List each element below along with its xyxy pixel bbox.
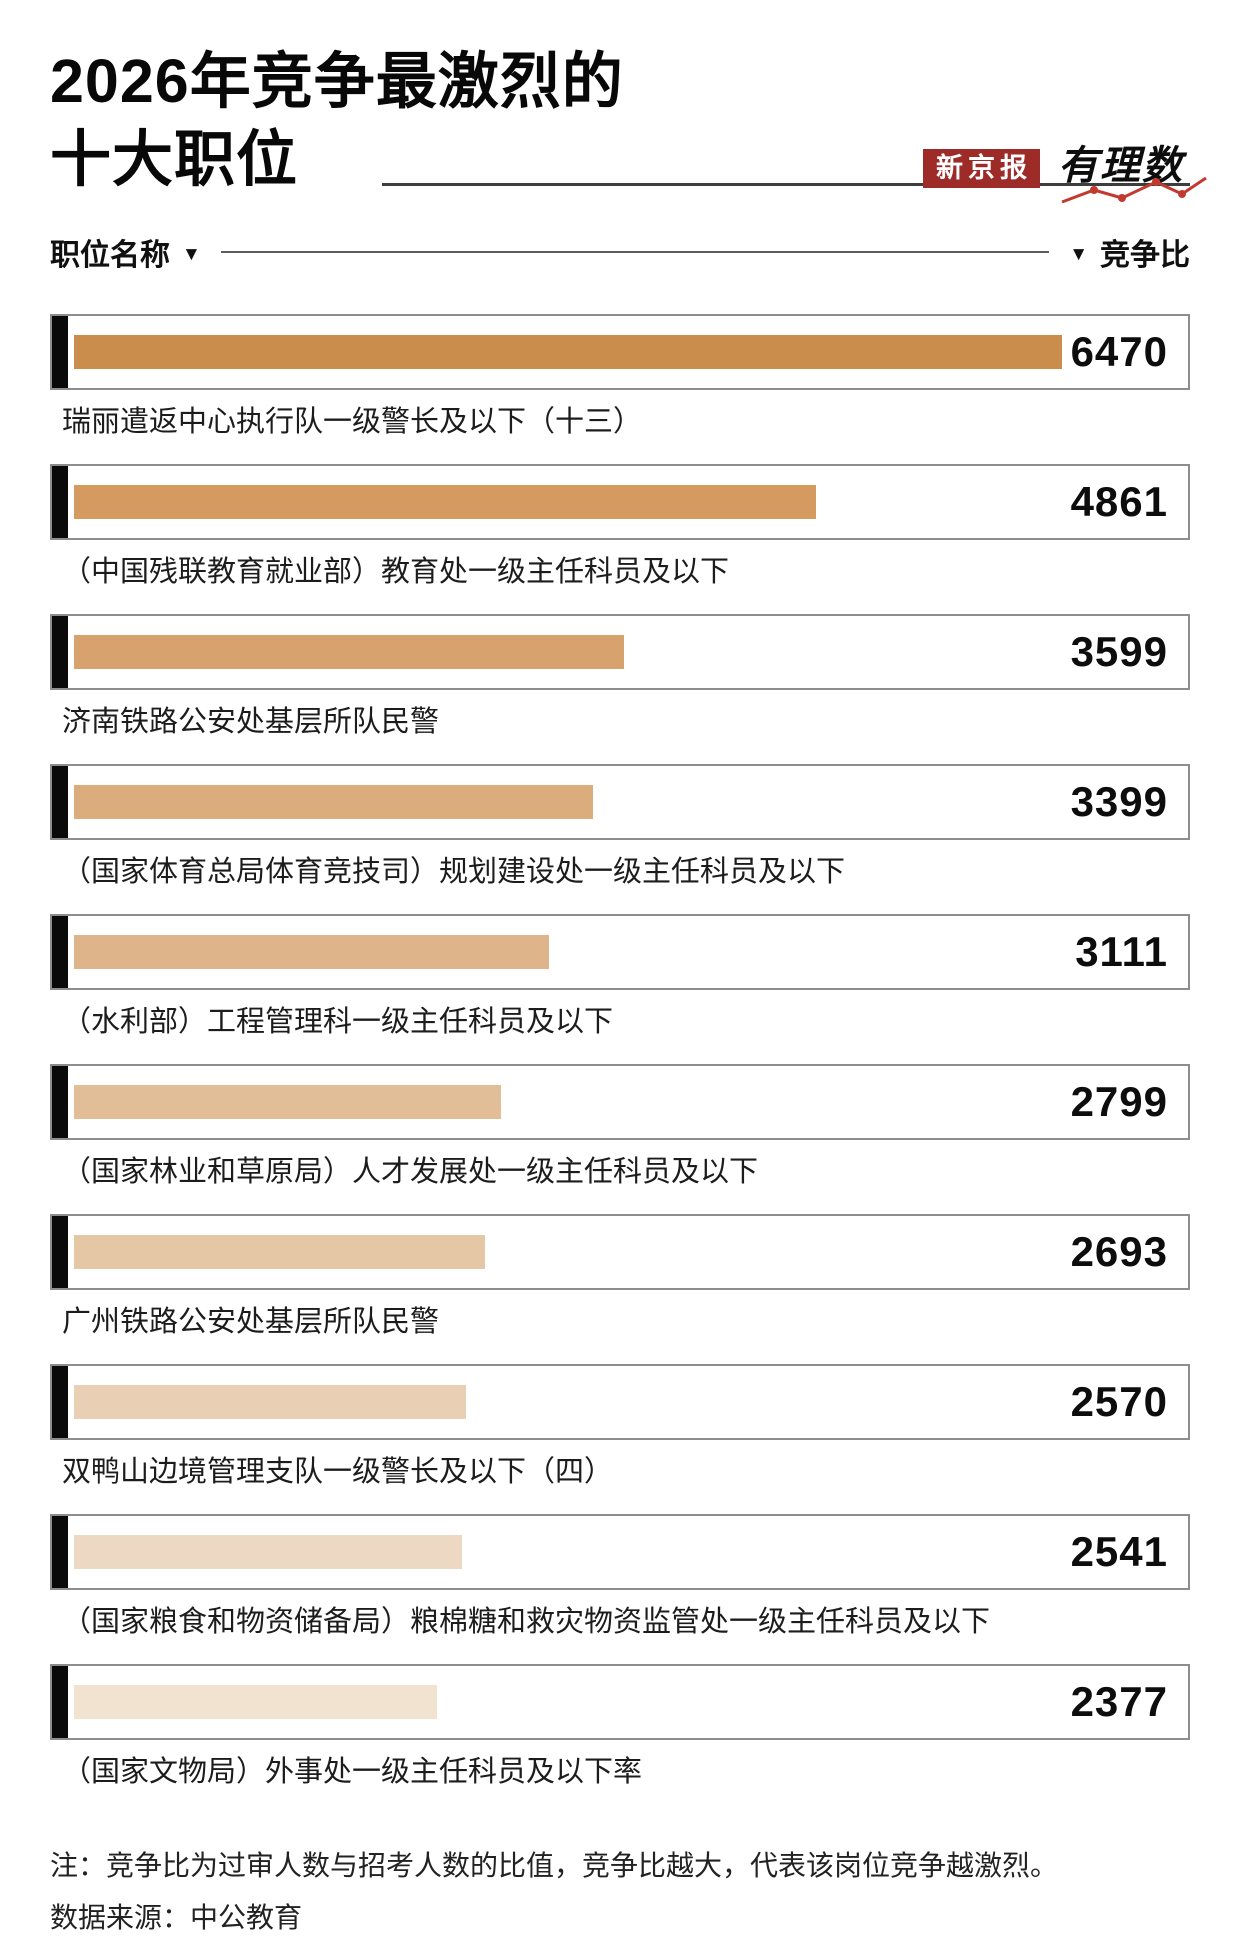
row-marker: [52, 766, 68, 838]
bar: [74, 485, 816, 519]
bar-row: 2693 广州铁路公安处基层所队民警: [50, 1214, 1190, 1342]
bar-label: 瑞丽遣返中心执行队一级警长及以下（十三）: [62, 406, 643, 438]
page-title-line1: 2026年竞争最激烈的: [50, 47, 624, 115]
column-logo-text: 有理数: [1058, 144, 1184, 188]
rows: 6470 瑞丽遣返中心执行队一级警长及以下（十三） 4861 （中国残联教育就业…: [50, 314, 1190, 1792]
bar-track: 2541: [50, 1514, 1190, 1590]
bar-track: 2799: [50, 1064, 1190, 1140]
title-underline: [382, 183, 1190, 186]
bar-value: 6470: [1070, 328, 1168, 375]
column-header-right: 竞争比: [1100, 239, 1190, 272]
bar: [74, 635, 624, 669]
row-marker: [52, 1216, 68, 1288]
footer-notes: 注：竞争比为过审人数与招考人数的比值，竞争比越大，代表该岗位竞争越激烈。 数据来…: [50, 1840, 1190, 1944]
bar-label: （国家粮食和物资储备局）粮棉糖和救灾物资监管处一级主任科员及以下: [62, 1606, 991, 1638]
bar: [74, 335, 1062, 369]
newspaper-logo: 新京报: [923, 148, 1040, 188]
bar-label: （国家文物局）外事处一级主任科员及以下率: [62, 1756, 643, 1788]
bar-track: 4861: [50, 464, 1190, 540]
row-marker: [52, 1366, 68, 1438]
bar-value: 2693: [1070, 1228, 1168, 1275]
bar: [74, 785, 593, 819]
bar-label: 广州铁路公安处基层所队民警: [62, 1306, 440, 1338]
bar: [74, 1685, 437, 1719]
bar-label: 双鸭山边境管理支队一级警长及以下（四）: [62, 1456, 614, 1488]
bar-row: 2377 （国家文物局）外事处一级主任科员及以下率: [50, 1664, 1190, 1792]
bar-value: 2541: [1070, 1528, 1168, 1575]
bar-track: 2693: [50, 1214, 1190, 1290]
bar-track: 3111: [50, 914, 1190, 990]
row-marker: [52, 1516, 68, 1588]
header-divider-line: [220, 251, 1050, 253]
row-marker: [52, 916, 68, 988]
sort-down-icon: ▼: [1069, 243, 1088, 265]
bar-row: 3599 济南铁路公安处基层所队民警: [50, 614, 1190, 742]
bar-row: 2541 （国家粮食和物资储备局）粮棉糖和救灾物资监管处一级主任科员及以下: [50, 1514, 1190, 1642]
bar-track: 2377: [50, 1664, 1190, 1740]
bar-label: （中国残联教育就业部）教育处一级主任科员及以下: [62, 556, 730, 588]
bar-row: 3399 （国家体育总局体育竞技司）规划建设处一级主任科员及以下: [50, 764, 1190, 892]
bar-track: 6470: [50, 314, 1190, 390]
bar-value: 4861: [1070, 478, 1168, 525]
row-marker: [52, 1066, 68, 1138]
bar-label: 济南铁路公安处基层所队民警: [62, 706, 440, 738]
bar-value: 3599: [1070, 628, 1168, 675]
column-header-row: 职位名称 ▼ ▼ 竞争比: [50, 230, 1190, 274]
bar-value: 2570: [1070, 1378, 1168, 1425]
bar-track: 3399: [50, 764, 1190, 840]
bar-label: （国家体育总局体育竞技司）规划建设处一级主任科员及以下: [62, 856, 846, 888]
bar-track: 3599: [50, 614, 1190, 690]
bar: [74, 1085, 501, 1119]
row-marker: [52, 616, 68, 688]
bar-row: 6470 瑞丽遣返中心执行队一级警长及以下（十三）: [50, 314, 1190, 442]
bar: [74, 1385, 466, 1419]
bar: [74, 1535, 462, 1569]
bar-track: 2570: [50, 1364, 1190, 1440]
sort-down-icon: ▼: [182, 243, 201, 265]
bar-value: 3111: [1075, 928, 1168, 975]
row-marker: [52, 316, 68, 388]
line-chart-icon: [1061, 176, 1207, 204]
brand-logos: 新京报 有理数: [923, 142, 1207, 204]
bar-label: （水利部）工程管理科一级主任科员及以下: [62, 1006, 614, 1038]
header: 2026年竞争最激烈的 十大职位 新京报 有理数: [50, 42, 1207, 204]
bar-row: 3111 （水利部）工程管理科一级主任科员及以下: [50, 914, 1190, 1042]
column-logo: 有理数: [1056, 142, 1207, 204]
bar-row: 4861 （中国残联教育就业部）教育处一级主任科员及以下: [50, 464, 1190, 592]
page-title-line2: 十大职位: [50, 125, 299, 193]
bar-label: （国家林业和草原局）人才发展处一级主任科员及以下: [62, 1156, 759, 1188]
bar-row: 2799 （国家林业和草原局）人才发展处一级主任科员及以下: [50, 1064, 1190, 1192]
bar-value: 2799: [1070, 1078, 1168, 1125]
bar: [74, 935, 549, 969]
note-source: 数据来源：中公教育: [50, 1901, 303, 1933]
column-header-left: 职位名称: [50, 239, 170, 272]
note-definition: 注：竞争比为过审人数与招考人数的比值，竞争比越大，代表该岗位竞争越激烈。: [50, 1850, 1059, 1881]
bar-value: 2377: [1070, 1678, 1168, 1725]
bar-row: 2570 双鸭山边境管理支队一级警长及以下（四）: [50, 1364, 1190, 1492]
row-marker: [52, 466, 68, 538]
bar-value: 3399: [1070, 778, 1168, 825]
row-marker: [52, 1666, 68, 1738]
bar: [74, 1235, 485, 1269]
